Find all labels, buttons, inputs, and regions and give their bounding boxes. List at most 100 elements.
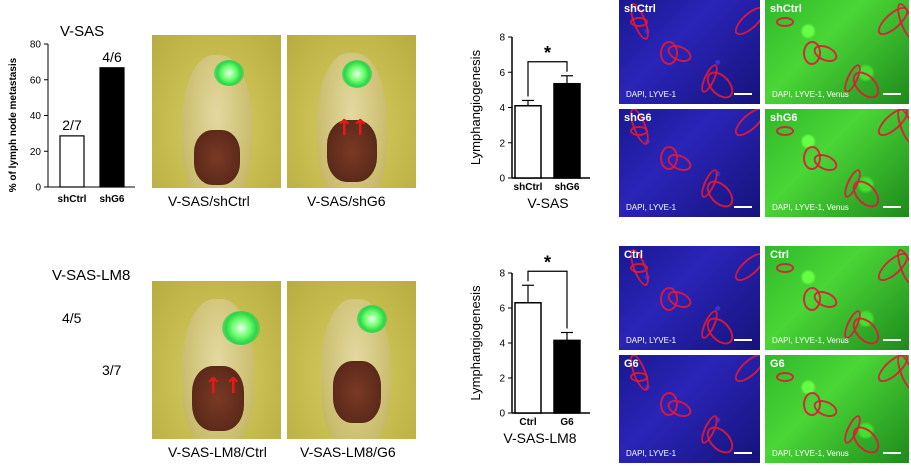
- microscopy-image: shCtrl DAPI, LYVE-1, Venus: [765, 0, 909, 104]
- stain-caption: DAPI, LYVE-1, Venus: [772, 449, 849, 458]
- bar-data-label: 4/6: [102, 49, 122, 65]
- x-axis-title: V-SAS-LM8: [503, 430, 576, 446]
- stain-caption: DAPI, LYVE-1, Venus: [772, 90, 849, 99]
- y-tick-label: 8: [499, 269, 505, 280]
- x-tick-label: G6: [560, 417, 574, 428]
- y-tick-label: 0: [499, 174, 505, 185]
- mouse-photo-shg6: ↑ ↑: [287, 35, 416, 188]
- tumor-fluorescence: [214, 60, 244, 86]
- y-tick-label: 2: [499, 138, 505, 149]
- microscopy-image: Ctrl DAPI, LYVE-1: [619, 246, 760, 350]
- vessel-mark: [776, 126, 794, 136]
- x-tick-label: shCtrl: [514, 182, 543, 193]
- scale-bar: [734, 452, 752, 454]
- panel-tag: G6: [624, 358, 639, 370]
- x-tick-label: shG6: [554, 182, 579, 193]
- y-tick-label: 8: [499, 33, 505, 44]
- stain-caption: DAPI, LYVE-1, Venus: [772, 336, 849, 345]
- photo-caption-shctrl: V-SAS/shCtrl: [168, 193, 250, 209]
- vessel-mark: [730, 2, 760, 40]
- microscopy-image: shG6 DAPI, LYVE-1: [619, 109, 760, 217]
- tumor-fluorescence: [357, 305, 387, 333]
- mouse-photo-shctrl: [152, 35, 281, 188]
- y-tick-label: 6: [499, 304, 505, 315]
- vessel-mark: [630, 372, 648, 382]
- bar-data-label: 2/7: [62, 117, 82, 133]
- bar: [553, 339, 581, 414]
- x-tick-label: shCtrl: [58, 194, 87, 205]
- vessel-mark: [659, 286, 679, 312]
- vessel-mark: [873, 2, 909, 40]
- y-tick-label: 80: [30, 40, 42, 51]
- lymph-chart-bottom: Lymphangiogenesis 0 2 4 6 8 Ctrl G6 * V-SAS-LM8: [468, 255, 590, 446]
- bar: [553, 82, 581, 179]
- microscopy-image: G6 DAPI, LYVE-1, Venus: [765, 355, 909, 463]
- y-axis-title: Lymphangiogenesis: [468, 285, 483, 401]
- bar: [59, 135, 85, 188]
- panel-tag: shCtrl: [624, 3, 656, 15]
- photo-caption-g6: V-SAS-LM8/G6: [300, 444, 396, 460]
- microscopy-image: shCtrl DAPI, LYVE-1: [619, 0, 760, 104]
- panel-tag: shG6: [624, 112, 652, 124]
- photo-caption-shg6: V-SAS/shG6: [307, 193, 386, 209]
- microscopy-image: shG6 DAPI, LYVE-1, Venus: [765, 109, 909, 217]
- x-tick-label: Ctrl: [519, 417, 536, 428]
- y-tick-label: 40: [30, 111, 42, 122]
- panel-a-ylabel: % of lymph node metastasis: [8, 57, 19, 192]
- panel-b-title: V-SAS-LM8: [52, 267, 131, 284]
- vessel-mark: [776, 372, 794, 382]
- vessel-mark: [776, 17, 794, 27]
- bar: [99, 67, 125, 188]
- panel-a-chart: % of lymph node metastasis 0 20 40 60 80 2/7 s…: [8, 40, 135, 205]
- scale-bar: [883, 206, 901, 208]
- microscopy-image: G6 DAPI, LYVE-1: [619, 355, 760, 463]
- stain-caption: DAPI, LYVE-1: [626, 203, 677, 212]
- stain-caption: DAPI, LYVE-1: [626, 90, 677, 99]
- vessel-mark: [802, 40, 822, 66]
- vessel-mark: [730, 355, 760, 387]
- stain-caption: DAPI, LYVE-1: [626, 449, 677, 458]
- y-axis-title: Lymphangiogenesis: [468, 49, 483, 165]
- arrow-icon: ↑: [204, 374, 223, 399]
- y-tick-label: 6: [499, 68, 505, 79]
- microscopy-image: Ctrl DAPI, LYVE-1, Venus: [765, 246, 909, 350]
- vessel-mark: [873, 248, 909, 286]
- scale-bar: [883, 339, 901, 341]
- scale-bar: [883, 452, 901, 454]
- vessel-mark: [730, 248, 760, 286]
- mouse-photo-ctrl: ↑ ↑: [152, 281, 281, 439]
- panel-tag: shG6: [770, 112, 798, 124]
- vessel-mark: [802, 286, 822, 312]
- tumor-fluorescence: [342, 60, 372, 88]
- panel-tag: G6: [770, 358, 785, 370]
- mouse-photo-g6: [287, 281, 416, 439]
- ratio-g6: 3/7: [102, 362, 122, 378]
- panel-tag: Ctrl: [770, 249, 789, 261]
- significance-star: *: [544, 43, 551, 63]
- vessel-mark: [630, 263, 648, 273]
- scale-bar: [734, 93, 752, 95]
- vessel-mark: [659, 40, 679, 66]
- panel-tag: Ctrl: [624, 249, 643, 261]
- stain-caption: DAPI, LYVE-1: [626, 336, 677, 345]
- significance-bracket: [527, 270, 568, 329]
- x-axis-title: V-SAS: [527, 195, 568, 211]
- bar: [514, 302, 542, 414]
- y-tick-label: 60: [30, 75, 42, 86]
- lymph-chart-top: Lymphangiogenesis 0 2 4 6 8 shCtrl shG6 * V-SAS: [468, 33, 590, 211]
- panel-a-title: V-SAS: [60, 23, 105, 40]
- panel-a-axes: 0 20 40 60 80 2/7 shCtrl 4/6 shG6: [30, 40, 135, 205]
- ratio-ctrl: 4/5: [62, 310, 82, 326]
- y-tick-label: 0: [499, 409, 505, 420]
- photo-caption-ctrl: V-SAS-LM8/Ctrl: [168, 444, 267, 460]
- x-tick-label: shG6: [99, 194, 124, 205]
- y-tick-label: 20: [30, 147, 42, 158]
- significance-star: *: [544, 255, 551, 272]
- scale-bar: [734, 206, 752, 208]
- bar: [514, 104, 542, 179]
- vessel-mark: [730, 109, 760, 141]
- vessel-mark: [776, 263, 794, 273]
- significance-bracket: [527, 61, 568, 97]
- tumor-fluorescence: [222, 311, 260, 345]
- y-tick-label: 4: [499, 339, 505, 350]
